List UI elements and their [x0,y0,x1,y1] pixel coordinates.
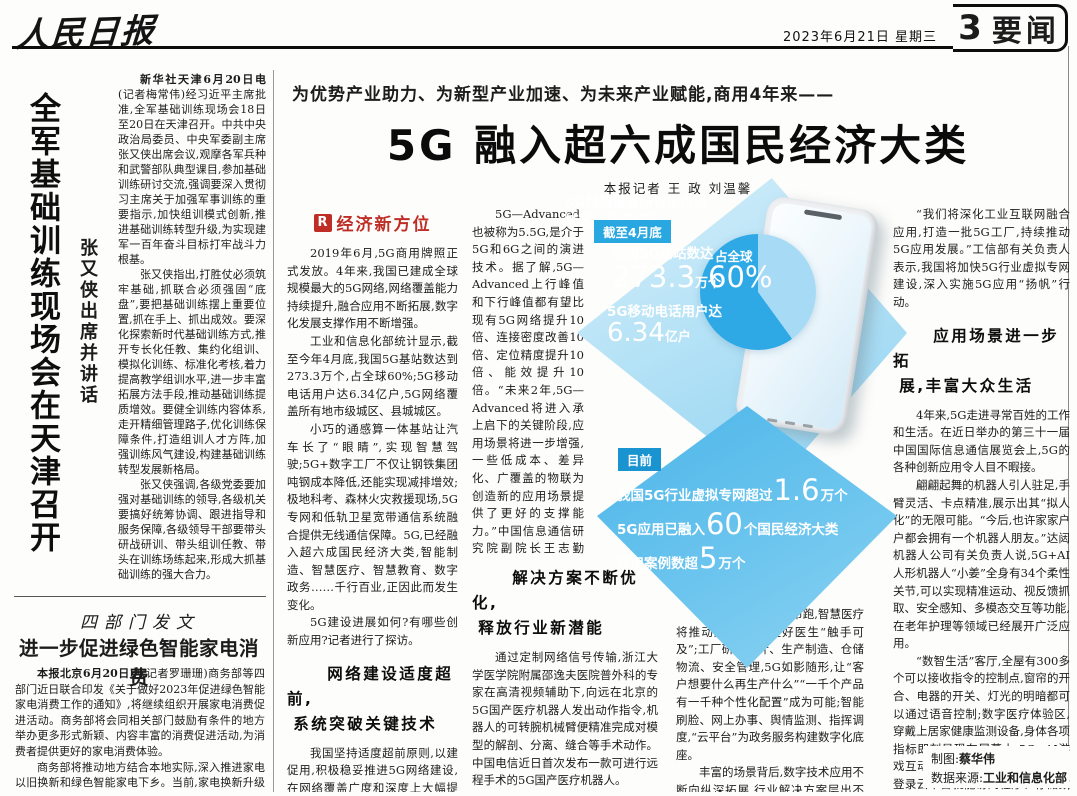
section-title-scenarios: 应用场景进一步拓 展,丰富大众生活 [893,324,1070,399]
section-title-line: 展,丰富大众生活 [899,376,1034,395]
paragraph: 张又侠强调,各级党委要加强对基础训练的领导,各级机关要搞好统筹协调、跟进指导和服… [118,478,266,581]
paragraph: 通过定制网络信号传输,浙江大学医学院附属邵逸夫医院普外科的专家在高清视频辅助下,… [472,650,658,788]
section-title-network: 网络建设适度超前, 系统突破关键技术 [287,662,458,737]
paragraph: 看病不用再往大城市跑,智慧医疗将推动产业革新,让好医生“触手可及”;工厂研发设计… [676,607,864,762]
left-section-divider [14,596,266,597]
column-label-text: 经济新方位 [336,215,432,235]
main-column-4: “我们将深化工业互联网融合应用,打造一批5G工厂,持续推动5G应用发展。”工信部… [893,206,1070,792]
section-title-line: 解决方案不断优化, [472,569,639,612]
smartphone-image [733,194,881,438]
credit-name: 工业和信息化部 [982,771,1067,785]
paragraph: 翩翩起舞的机器人引人驻足,手臂灵活、卡点精准,展示出其“拟人化”的无限可能。“今… [893,477,1070,651]
dateline-lead: 本报北京6月20日电 [37,667,142,680]
dateline-lead: 新华社天津6月20日电 [140,73,266,86]
left-article-vertical-subtitle: 张又侠出席并讲话 [77,238,98,406]
left-bottom-body: 本报北京6月20日电(记者罗珊珊)商务部等四部门近日联合印发《关于做好2023年… [15,666,265,792]
main-column-2: 5G—Advanced也被称为5.5G,是介于5G和6G之间的演进技术。据了解,… [472,206,658,792]
section-title-line: 释放行业新潜能 [478,619,605,637]
column-divider-rule [273,70,274,792]
pie-value: 60% [708,260,773,294]
section-title-line: 应用场景进一步拓 [893,326,1060,370]
paragraph-text: (记者罗珊珊)商务部等四部门近日联合印发《关于做好2023年促进绿色智能家电消费… [15,667,265,758]
section-title-solutions: 解决方案不断优化, 释放行业新潜能 [472,566,658,641]
paragraph-text: (记者梅常伟)经习近平主席批准,全军基础训练现场会18日至20日在天津召开。中共… [118,88,266,266]
page-number-box: 3 要闻 [953,4,1068,52]
pie-chart [700,234,816,350]
paragraph: 5G建设进展如何?有哪些创新应用?记者进行了探访。 [287,615,458,648]
left-bottom-headline: 进一步促进绿色智能家电消费 [18,637,259,689]
paragraph: “我们将深化工业互联网融合应用,打造一批5G工厂,持续推动5G应用发展。”工信部… [893,207,1070,309]
paragraph: 张又侠指出,打胜仗必须筑牢基础,抓联合必须强固“底盘”,要把基础训练摆上重要位置… [118,268,266,476]
page-date: 2023年6月21日 星期三 [782,30,937,45]
pie-label: 占全球 [715,249,753,264]
paragraph: 丰富的场景背后,数字技术应用不断向纵深拓展,行业解决方案层出不穷。我国5G行业虚… [676,765,864,792]
column-label: R 经济新方位 [287,210,458,235]
section-title-line: 系统突破关键技术 [293,714,438,733]
wrapped-text-block: 5G—Advanced也被称为5.5G,是介于5G和6G之间的演进技术。据了解,… [472,206,584,554]
credit-name: 蔡华伟 [958,752,995,766]
main-article-kicker: 为优势产业助力、为新型产业加速、为未来产业赋能,商用4年来—— [292,85,835,105]
smartphone-screen [740,201,874,431]
paragraph: 商务部将推动地方结合本地实际,深入推进家电以旧换新和绿色智能家电下乡。当前,家电… [15,760,265,792]
credit-line: 数据来源:工业和信息化部 [930,771,1067,785]
main-article-headline: 5G 融入超六成国民经济大类 [386,121,970,170]
main-article-byline: 本报记者 王 政 刘温馨 [603,181,753,196]
smartphone-ports [767,418,813,429]
column-logo-icon: R [313,213,332,232]
page-number: 3 [958,8,982,48]
page-right-edge-rule [1068,46,1069,790]
paragraph: 2019年6月,5G商用牌照正式发放。4年来,我国已建成全球规模最大的5G网络,… [287,246,458,331]
paragraph: 我国坚持适度超前原则,以建促用,积极稳妥推进5G网络建设,在网络覆盖广度和深度上… [287,745,458,792]
page-section-name: 要闻 [991,14,1060,49]
left-bottom-kicker: 四部门发文 [80,613,200,633]
main-column-3: 看病不用再往大城市跑,智慧医疗将推动产业革新,让好医生“触手可及”;工厂研发设计… [676,606,864,792]
paragraph: 工业和信息化部统计显示,截至今年4月底,我国5G基站数达到273.3万个,占全球… [287,333,458,419]
paragraph: 4年来,5G走进寻常百姓的工作和生活。在近日举办的第三十一届中国国际信息通信展览… [893,407,1070,475]
credit-line: 制图:蔡华伟 [930,752,995,766]
paragraph: 小巧的通感算一体基站让汽车长了“眼睛”,实现智慧驾驶;5G+数字工厂不仅让钢铁集… [287,421,458,612]
section-title-line: 网络建设适度超前, [287,664,454,708]
paragraph: 本报北京6月20日电(记者罗珊珊)商务部等四部门近日联合印发《关于做好2023年… [15,666,265,760]
paragraph: 新华社天津6月20日电 (记者梅常伟)经习近平主席批准,全军基础训练现场会18日至… [118,72,266,267]
main-column-1: R 经济新方位 2019年6月,5G商用牌照正式发放。4年来,我国已建成全球规模… [287,206,458,792]
smartphone-notch [803,209,843,221]
left-article-vertical-headline: 全军基础训练现场会在天津召开 [24,92,60,554]
masthead-rule [12,46,956,49]
infographic-credits: 制图:蔡华伟 数据来源:工业和信息化部 [922,746,1069,788]
left-article-body: 新华社天津6月20日电 (记者梅常伟)经习近平主席批准,全军基础训练现场会18日至… [118,72,266,582]
paragraph: 5G—Advanced也被称为5.5G,是介于5G和6G之间的演进技术。据了解,… [472,207,584,554]
paragraph: “5G定制网络为多路高清影像传输提供保障,操作指令传输和语言传输均达到毫秒级水平… [472,790,658,792]
